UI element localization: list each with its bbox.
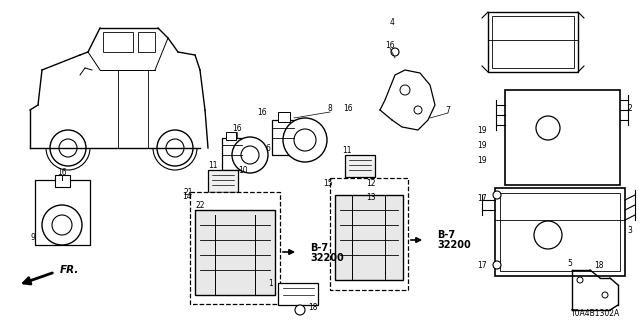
Text: 2: 2 [627, 103, 632, 113]
Bar [345, 155, 375, 177]
Text: 14: 14 [182, 191, 192, 201]
Circle shape [414, 106, 422, 114]
Text: 19: 19 [477, 125, 487, 134]
Circle shape [157, 130, 193, 166]
Text: 19: 19 [477, 156, 487, 164]
Text: 17: 17 [477, 194, 487, 203]
Circle shape [493, 261, 501, 269]
Text: 8: 8 [328, 103, 332, 113]
Bar [278, 112, 290, 122]
Text: 12: 12 [367, 179, 376, 188]
Circle shape [493, 191, 501, 199]
Bar [272, 120, 294, 155]
Bar [208, 198, 218, 206]
Bar [488, 12, 578, 72]
Text: 5: 5 [567, 260, 572, 268]
Text: 11: 11 [208, 161, 218, 170]
Text: 16: 16 [232, 124, 242, 132]
Bar [338, 195, 348, 203]
Bar [196, 198, 206, 206]
Circle shape [577, 277, 583, 283]
Bar [492, 16, 574, 68]
Bar [500, 193, 620, 271]
Bar [190, 192, 280, 304]
Text: 18: 18 [595, 261, 604, 270]
Bar [208, 170, 238, 192]
Circle shape [59, 139, 77, 157]
Circle shape [536, 116, 560, 140]
Circle shape [294, 129, 316, 151]
Text: 21: 21 [184, 188, 193, 196]
Bar [226, 132, 236, 140]
Circle shape [400, 85, 410, 95]
Text: B-7: B-7 [310, 243, 328, 253]
Circle shape [166, 139, 184, 157]
Text: 18: 18 [308, 303, 317, 313]
Bar [505, 90, 620, 185]
Circle shape [52, 215, 72, 235]
Bar [138, 32, 155, 52]
Bar [338, 183, 348, 191]
Bar [220, 198, 230, 206]
Bar [335, 195, 403, 280]
Text: T0A4B1302A: T0A4B1302A [571, 308, 620, 317]
Text: FR.: FR. [60, 265, 79, 275]
Text: 1: 1 [268, 278, 273, 287]
Circle shape [391, 48, 399, 56]
Text: 11: 11 [342, 146, 352, 155]
Bar [195, 210, 275, 295]
Bar [103, 32, 133, 52]
Circle shape [295, 305, 305, 315]
Bar [352, 195, 362, 203]
Bar [55, 175, 70, 187]
Text: 22: 22 [195, 201, 205, 210]
Bar [495, 188, 625, 276]
Circle shape [42, 205, 82, 245]
Bar [352, 183, 362, 191]
Text: 9: 9 [30, 233, 35, 242]
Bar [222, 138, 242, 170]
Circle shape [602, 292, 608, 298]
Text: 6: 6 [266, 143, 271, 153]
Circle shape [283, 118, 327, 162]
Text: 19: 19 [477, 140, 487, 149]
Text: 10: 10 [238, 165, 248, 174]
Text: 32200: 32200 [437, 240, 471, 250]
Text: 15: 15 [323, 179, 333, 188]
Text: 3: 3 [627, 226, 632, 235]
Text: 16: 16 [343, 103, 353, 113]
Circle shape [50, 130, 86, 166]
Text: 4: 4 [390, 18, 394, 27]
Bar [278, 283, 318, 305]
Text: B-7: B-7 [437, 230, 455, 240]
Bar [330, 178, 408, 290]
Text: 16: 16 [385, 41, 395, 50]
Text: 7: 7 [445, 106, 451, 115]
Circle shape [232, 137, 268, 173]
Text: 17: 17 [477, 260, 487, 269]
Text: 16: 16 [57, 167, 67, 177]
Circle shape [534, 221, 562, 249]
Text: 16: 16 [257, 108, 267, 116]
Text: 13: 13 [366, 193, 376, 202]
Circle shape [241, 146, 259, 164]
Text: 32200: 32200 [310, 253, 344, 263]
Bar [35, 180, 90, 245]
